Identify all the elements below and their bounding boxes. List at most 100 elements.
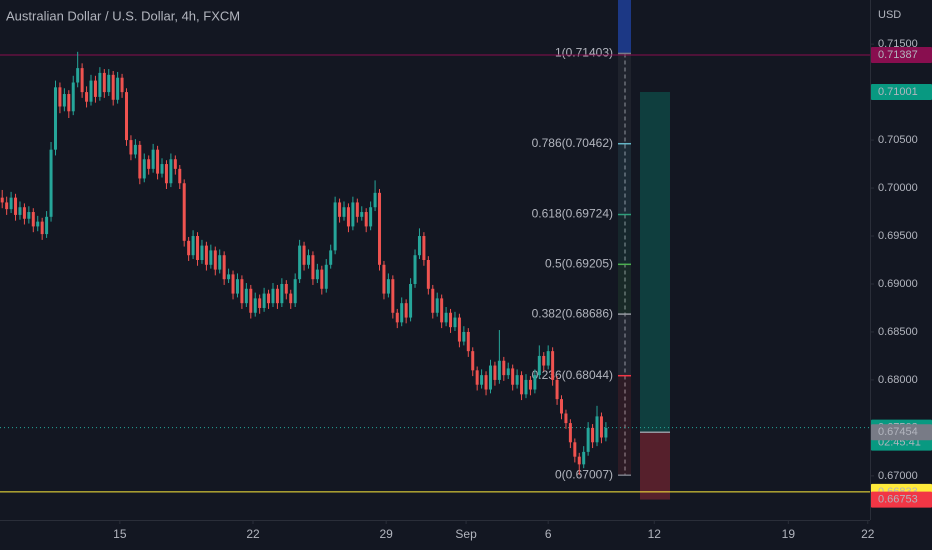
- y-tick-label: 0.67000: [878, 470, 918, 482]
- candle-body: [506, 368, 510, 376]
- candle-body: [551, 351, 555, 380]
- candle-body: [595, 416, 599, 443]
- candle-body: [586, 427, 590, 452]
- candle-body: [262, 293, 266, 308]
- candle-body: [364, 212, 368, 227]
- candle-body: [280, 283, 284, 304]
- candle-body: [475, 370, 479, 385]
- candle-body: [151, 149, 155, 169]
- price-label-box: [871, 424, 932, 441]
- candle-body: [133, 144, 137, 155]
- candle-body: [488, 365, 492, 390]
- candle-body: [267, 293, 271, 304]
- fib-label: 0.786(0.70462): [532, 136, 613, 150]
- fib-label: 1(0.71403): [555, 46, 613, 60]
- candle-body: [31, 212, 35, 227]
- candle-body: [284, 283, 288, 294]
- candle-body: [173, 159, 177, 169]
- x-tick-label: 6: [545, 527, 552, 541]
- candle-body: [338, 202, 342, 217]
- fib-band: [618, 214, 631, 265]
- candle-body: [391, 279, 395, 313]
- candle-body: [413, 255, 417, 284]
- candle-body: [293, 279, 297, 304]
- candle-body: [22, 207, 26, 219]
- candle-body: [306, 255, 310, 265]
- candle-body: [271, 288, 275, 304]
- candle-body: [555, 379, 559, 400]
- fib-band: [618, 264, 631, 315]
- candle-body: [129, 140, 133, 155]
- candle-body: [315, 269, 319, 280]
- candle-body: [138, 144, 142, 179]
- candle-body: [231, 274, 235, 294]
- candle-body: [444, 312, 448, 323]
- candle-body: [320, 269, 324, 289]
- price-label: 0.71387: [878, 49, 918, 61]
- candle-body: [480, 375, 484, 385]
- candle-body: [400, 303, 404, 323]
- candle-body: [449, 312, 453, 328]
- x-tick-label: 19: [782, 527, 796, 541]
- candle-body: [9, 197, 13, 210]
- candle-body: [520, 375, 524, 395]
- candle-body: [573, 442, 577, 457]
- x-tick-label: 15: [113, 527, 127, 541]
- candle-body: [591, 427, 595, 443]
- candle-body: [93, 80, 97, 97]
- candle-body: [18, 207, 22, 215]
- fib-label: 0.618(0.69724): [532, 207, 613, 221]
- price-label: 0.71001: [878, 86, 918, 98]
- candle-body: [355, 202, 359, 217]
- candle-body: [373, 192, 377, 208]
- candle-body: [342, 207, 346, 217]
- candle-body: [240, 279, 244, 304]
- fib-label: 0.382(0.68686): [532, 306, 613, 320]
- candle-body: [196, 236, 200, 260]
- candle-body: [120, 77, 124, 93]
- candle-body: [209, 250, 213, 265]
- candle-body: [98, 72, 102, 97]
- candle-body: [80, 68, 84, 93]
- candle-body: [435, 298, 439, 313]
- candle-body: [71, 82, 75, 112]
- candle-body: [275, 288, 279, 304]
- candle-body: [0, 197, 4, 203]
- candle-body: [27, 212, 31, 219]
- candle-body: [218, 255, 222, 270]
- candle-body: [604, 427, 608, 438]
- candle-body: [5, 202, 9, 210]
- candle-body: [191, 236, 195, 256]
- candle-body: [178, 168, 182, 184]
- candle-body: [493, 365, 497, 380]
- x-tick-label: Sep: [455, 527, 477, 541]
- price-label: 0.66753: [878, 493, 918, 505]
- candle-body: [511, 368, 515, 385]
- candle-body: [409, 283, 413, 318]
- candle-body: [560, 399, 564, 414]
- candle-body: [546, 351, 550, 366]
- x-tick-label: 22: [246, 527, 260, 541]
- fib-band: [618, 314, 631, 376]
- candle-body: [457, 317, 461, 342]
- candle-body: [289, 293, 293, 304]
- candle-body: [102, 72, 106, 93]
- candle-body: [568, 423, 572, 443]
- x-tick-label: 29: [379, 527, 393, 541]
- candle-body: [346, 207, 350, 227]
- currency: USD: [878, 9, 901, 21]
- candle-body: [89, 80, 93, 102]
- candle-body: [244, 288, 248, 304]
- candle-body: [426, 260, 430, 289]
- candle-body: [369, 207, 373, 227]
- candle-body: [542, 355, 546, 366]
- candle-body: [14, 197, 18, 215]
- candle-body: [116, 77, 120, 100]
- position-loss: [640, 432, 670, 500]
- candle-body: [53, 87, 57, 150]
- candle-body: [466, 331, 470, 352]
- candle-body: [62, 94, 66, 107]
- price-label-box: [871, 46, 932, 63]
- candle-body: [302, 245, 306, 265]
